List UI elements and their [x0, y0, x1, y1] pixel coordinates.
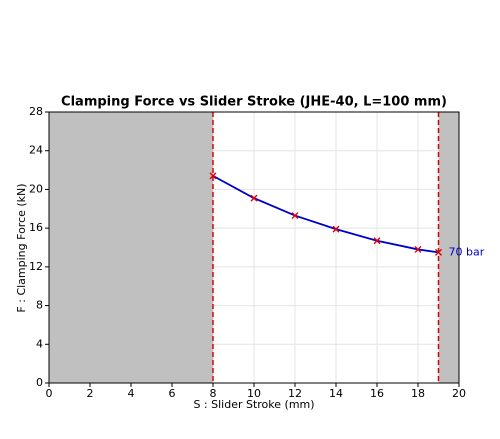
x-tick-label: 6	[169, 387, 176, 400]
y-tick-label: 0	[36, 376, 43, 389]
y-tick-label: 24	[29, 144, 43, 157]
data-marker	[209, 172, 217, 180]
data-marker	[291, 212, 299, 220]
x-tick-label: 10	[247, 387, 261, 400]
y-axis-label: F : Clamping Force (kN)	[15, 183, 28, 312]
shaded-region	[438, 112, 459, 383]
data-marker	[373, 237, 381, 245]
x-tick-label: 4	[128, 387, 135, 400]
data-marker	[414, 245, 422, 253]
data-marker	[250, 194, 258, 202]
y-tick-label: 4	[36, 337, 43, 350]
data-marker	[332, 225, 340, 233]
x-tick-label: 20	[452, 387, 466, 400]
x-tick-label: 2	[87, 387, 94, 400]
x-tick-label: 18	[411, 387, 425, 400]
y-tick-label: 12	[29, 260, 43, 273]
y-tick-label: 28	[29, 105, 43, 118]
x-tick-label: 8	[210, 387, 217, 400]
y-tick-label: 16	[29, 221, 43, 234]
x-axis-label: S : Slider Stroke (mm)	[193, 398, 314, 411]
x-tick-label: 12	[288, 387, 302, 400]
data-line	[212, 175, 439, 254]
x-tick-label: 16	[370, 387, 384, 400]
x-tick-label: 14	[329, 387, 343, 400]
chart-title: Clamping Force vs Slider Stroke (JHE-40,…	[61, 95, 447, 110]
x-tick-label: 0	[46, 387, 53, 400]
y-tick-label: 8	[36, 299, 43, 312]
shaded-region	[49, 112, 213, 383]
data-marker	[435, 248, 442, 256]
series-label: 70 bar	[449, 245, 485, 258]
y-tick-label: 20	[29, 182, 43, 195]
